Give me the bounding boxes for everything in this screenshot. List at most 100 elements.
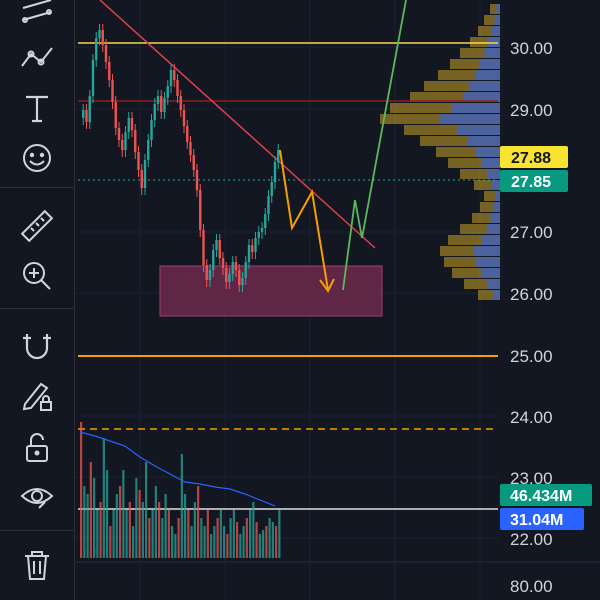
text-T-icon [26,95,48,123]
zoom-in-icon [23,262,51,290]
profile-bar [494,202,500,212]
profile-bar [486,224,500,234]
volume-bar [190,526,193,558]
price-tick: 80.00 [510,577,553,596]
profile-bar [460,169,500,179]
candle-body [234,262,238,270]
volume-bar [174,534,177,558]
volume-bar [154,486,157,558]
emoji-tool[interactable] [13,136,61,180]
visibility-tool[interactable] [13,474,61,518]
profile-bar [474,70,500,80]
zoom-tool[interactable] [13,254,61,298]
price-axis[interactable]: 30.00 29.00 27.00 26.00 25.00 24.00 23.0… [510,39,553,596]
candle-body [150,120,153,140]
volume-bar [223,526,226,558]
volume-bar [262,530,265,558]
volume-bar [171,526,174,558]
candle-body [195,170,199,190]
profile-bar [436,147,500,157]
green-projection-path[interactable] [342,0,407,291]
profile-bar [462,92,500,102]
candle-body [228,274,231,282]
volume-bar [252,502,255,558]
candle-body [153,104,156,120]
volume-bar [158,502,161,558]
magnet-tool[interactable] [13,324,61,368]
profile-bar [473,246,500,256]
candle-body [169,70,173,86]
profile-bar [476,147,500,157]
volume-bar [132,526,135,558]
price-tick: 29.00 [510,101,553,120]
volume-bar [249,510,252,558]
candle-body [176,80,179,96]
candle-body [140,170,143,188]
profile-bar [490,4,500,14]
measure-tool[interactable] [13,204,61,248]
candle-body [101,30,104,45]
candle-body [88,96,91,122]
profile-bar [450,59,500,69]
volume-bar [268,518,271,558]
volume-bar [193,502,196,558]
candle-body [260,228,264,232]
lock-all-tool[interactable] [13,426,61,470]
candle-body [208,270,212,280]
eye-icon [20,488,54,509]
volume-bar [239,534,242,558]
profile-bar [410,92,500,102]
profile-bar [492,290,500,300]
volume-bar [200,518,203,558]
candle-body [270,182,273,196]
profile-bar [484,15,500,25]
lock-drawing-tool[interactable] [13,374,61,418]
volume-bar [184,494,187,558]
profile-bar [490,213,500,223]
downtrend-line[interactable] [99,0,376,249]
volume-bar [83,486,86,558]
candle-body [108,62,111,80]
unlock-icon [26,433,48,462]
profile-bar [484,48,500,58]
profile-bar [486,169,500,179]
volume-bar [229,518,232,558]
orange-projection-path[interactable] [279,149,329,291]
profile-bar [494,15,500,25]
candle-body [95,38,98,60]
volume-bar [145,462,148,558]
delete-tool[interactable] [13,543,61,587]
candle-body [182,110,186,126]
profile-bar [491,180,500,190]
volume-bar [119,486,122,558]
volume-bar [167,510,170,558]
candle-body [114,102,117,128]
volume-profile [380,4,500,300]
volume-bars [80,422,281,558]
candle-body [186,126,189,142]
candle-body [179,96,182,110]
profile-bar [482,235,500,245]
volume-bar [232,510,235,558]
price-tick: 27.00 [510,223,553,242]
volume-bar [99,502,102,558]
candle-body [192,155,195,170]
candle-body [91,60,95,96]
volume-bar [122,470,125,558]
trend-tool[interactable] [13,36,61,80]
candle-body [160,96,163,112]
text-tool[interactable] [13,86,61,130]
price-chart[interactable]: 30.00 29.00 27.00 26.00 25.00 24.00 23.0… [75,0,600,600]
lines-tool[interactable] [13,0,61,36]
candle-body [215,240,218,250]
close-price-badge [500,170,568,192]
candle-body [221,258,225,268]
candle-body [85,110,88,122]
candle-body [238,270,241,285]
demand-zone[interactable] [159,265,383,317]
candle-body [231,262,234,274]
candle-body [202,230,205,265]
candle-body [143,160,147,188]
volume-ma-value: 31.04M [510,512,563,529]
volume-bar [86,494,89,558]
